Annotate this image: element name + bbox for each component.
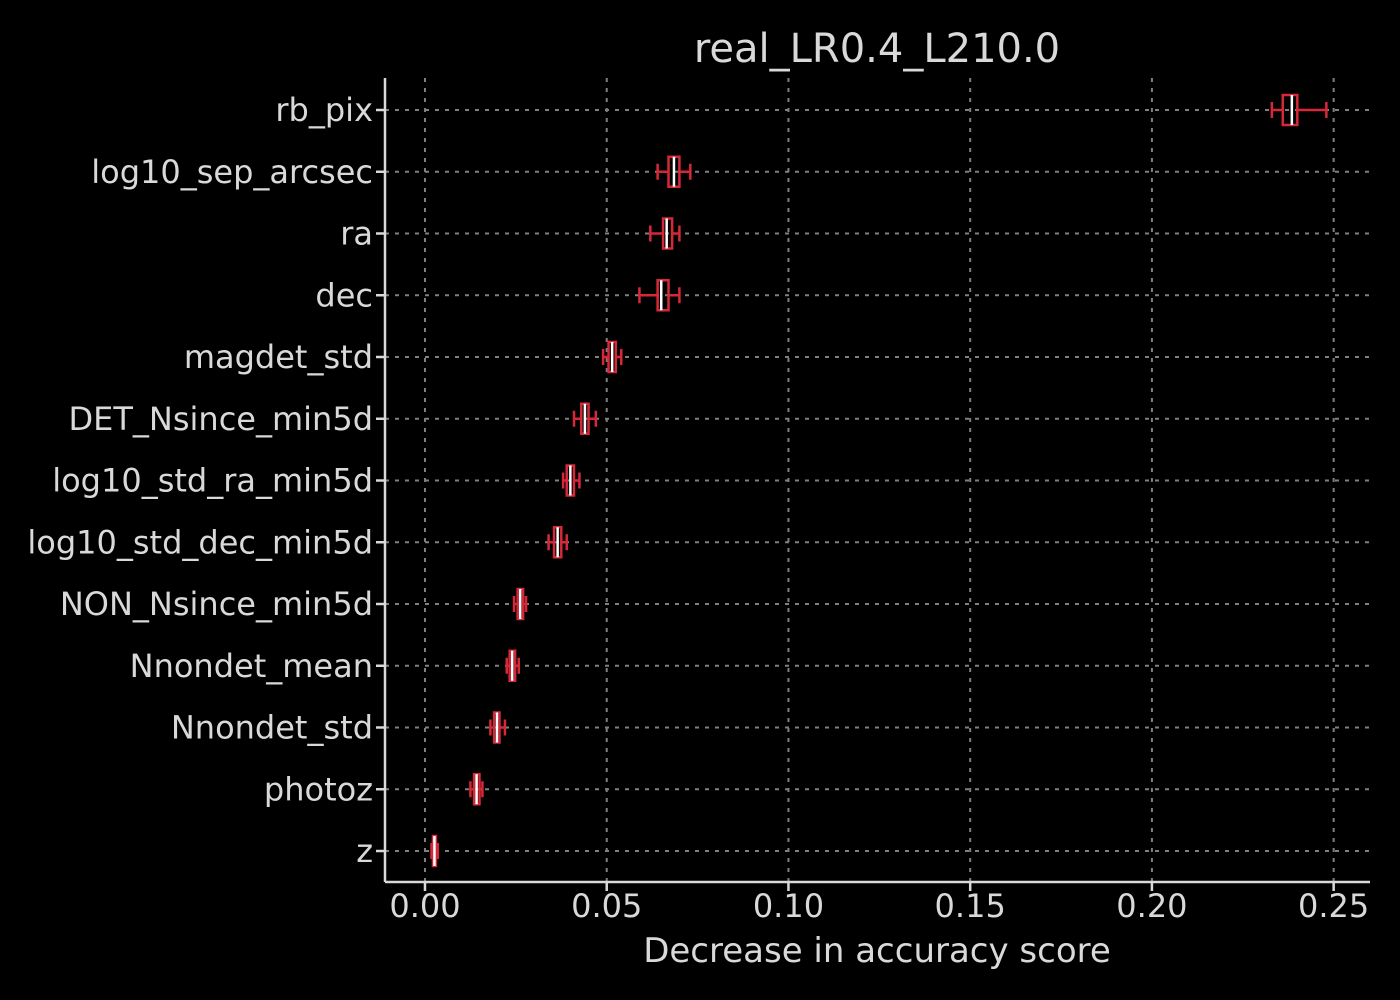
box-dec xyxy=(638,279,681,312)
box-log10_std_ra_min5d xyxy=(561,464,581,497)
box-z xyxy=(430,834,439,868)
x-tick-label: 0.05 xyxy=(571,887,642,925)
box-Nnondet_mean xyxy=(505,649,521,682)
y-tick-label: log10_sep_arcsec xyxy=(91,153,373,191)
box-magdet_std xyxy=(601,340,623,374)
chart-title: real_LR0.4_L210.0 xyxy=(694,26,1060,72)
boxes-layer xyxy=(430,93,1328,868)
box-log10_std_dec_min5d xyxy=(547,526,568,559)
box-ra xyxy=(649,217,681,250)
y-tick-label: dec xyxy=(315,276,373,314)
y-tick-label: Nnondet_std xyxy=(171,709,373,747)
y-tick-label: z xyxy=(356,832,373,870)
y-tick-label: NON_Nsince_min5d xyxy=(60,585,373,623)
y-tick-label: DET_Nsince_min5d xyxy=(69,400,373,438)
box-Nnondet_std xyxy=(489,711,507,744)
x-tick-label: 0.00 xyxy=(389,887,460,925)
y-tick-label: log10_std_dec_min5d xyxy=(27,523,373,561)
box-iqr xyxy=(656,279,670,312)
y-tick-label: magdet_std xyxy=(184,338,373,376)
x-tick-labels: 0.00 0.05 0.10 0.15 0.20 0.25 xyxy=(389,882,1369,925)
box-NON_Nsince_min5d xyxy=(512,587,528,621)
x-tick-label: 0.15 xyxy=(935,887,1006,925)
box-photoz xyxy=(469,773,484,806)
y-tick-label: Nnondet_mean xyxy=(130,647,373,685)
x-tick-label: 0.20 xyxy=(1116,887,1187,925)
box-rb_pix xyxy=(1270,93,1328,127)
box-DET_Nsince_min5d xyxy=(572,402,598,435)
x-tick-label: 0.10 xyxy=(753,887,824,925)
box-iqr xyxy=(1281,93,1299,127)
y-tick-label: photoz xyxy=(264,770,373,808)
x-tick-label: 0.25 xyxy=(1298,887,1369,925)
x-axis-label: Decrease in accuracy score xyxy=(643,931,1111,971)
box-log10_sep_arcsec xyxy=(656,155,692,188)
grid-lines xyxy=(385,78,1370,882)
y-tick-label: rb_pix xyxy=(275,91,373,129)
y-tick-label: log10_std_ra_min5d xyxy=(52,462,373,500)
y-tick-label: ra xyxy=(340,215,373,253)
